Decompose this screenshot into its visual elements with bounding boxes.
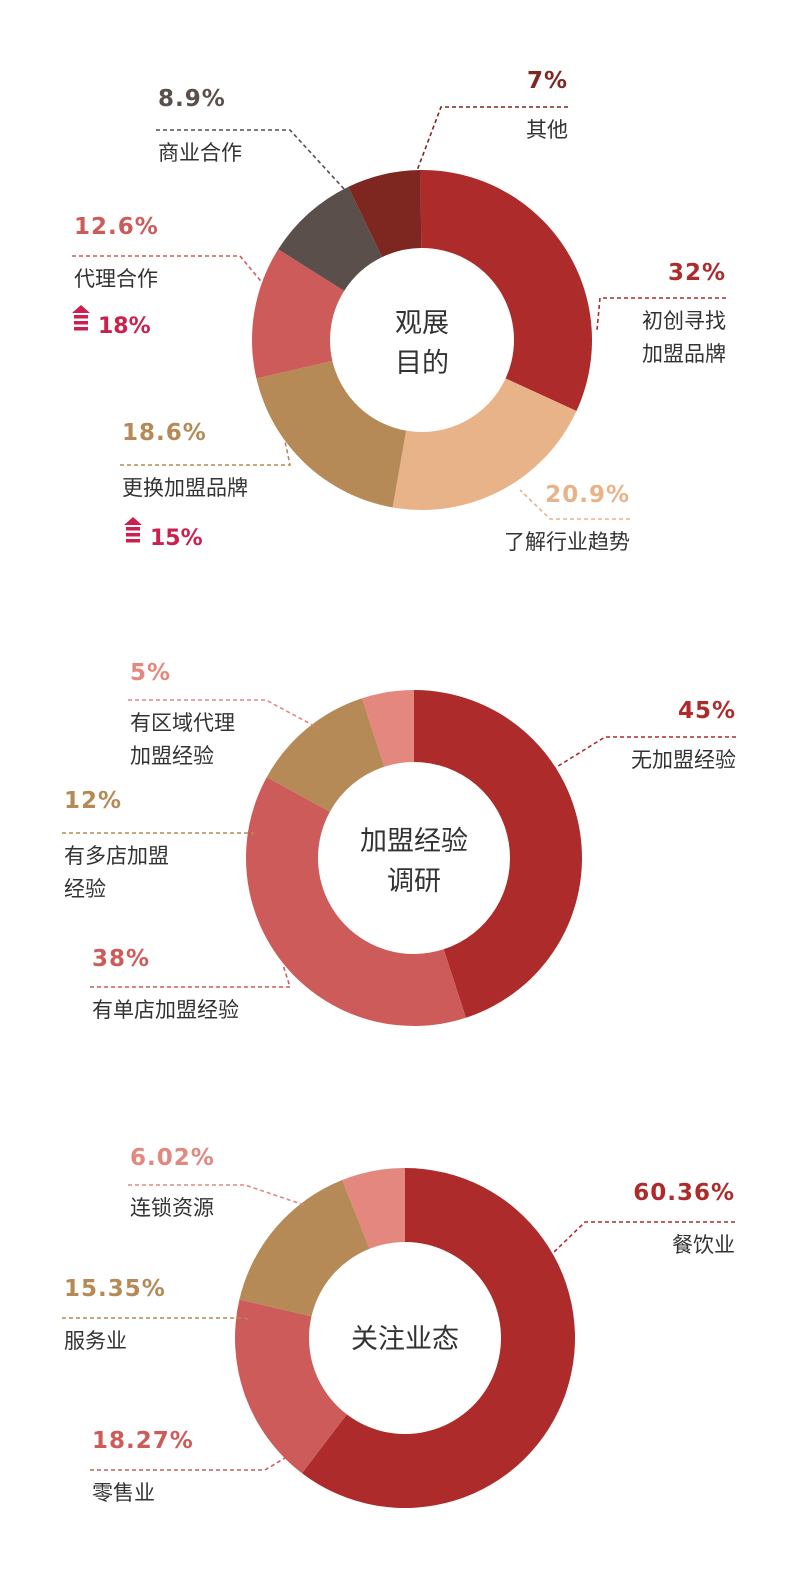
leader-line-3-1 (552, 1221, 735, 1254)
chart-center-title: 加盟经验 (360, 826, 468, 857)
percent-label: 38% (92, 946, 150, 972)
percent-label: 12% (64, 788, 122, 814)
leader-line-1-6 (414, 106, 568, 177)
percent-label: 32% (668, 260, 726, 286)
percent-label: 18.27% (92, 1428, 194, 1454)
leader-line-3-4 (128, 1184, 305, 1206)
leader-line-2-4 (128, 699, 319, 729)
donut-chart-2: 45%无加盟经验38%有单店加盟经验12%有多店加盟经验5%有区域代理加盟经验加… (62, 660, 736, 1026)
slice-1-3 (256, 360, 407, 508)
increase-value: 15% (150, 526, 203, 551)
arrow-up-icon (72, 305, 90, 313)
leader-line-2-3 (62, 832, 255, 836)
leader-line-2-2 (90, 964, 292, 988)
chart-center-title: 观展 (395, 308, 449, 339)
slice-1-6 (348, 170, 422, 258)
increase-value: 18% (98, 314, 151, 339)
category-label: 了解行业趋势 (504, 530, 630, 554)
percent-label: 20.9% (545, 482, 630, 508)
slice-1-4 (251, 249, 345, 379)
category-label: 服务业 (64, 1329, 127, 1353)
slice-2-1 (414, 690, 582, 1018)
category-label: 有区域代理 (130, 711, 235, 735)
chart-center-title: 调研 (387, 866, 441, 897)
percent-label: 18.6% (122, 420, 207, 446)
category-label: 初创寻找 (642, 309, 726, 333)
percent-label: 45% (678, 698, 736, 724)
category-label: 加盟品牌 (642, 342, 726, 366)
leader-line-1-3 (120, 431, 291, 466)
percent-label: 7% (527, 68, 568, 94)
category-label: 更换加盟品牌 (122, 476, 248, 500)
slice-2-3 (266, 698, 385, 812)
arrow-up-icon (124, 517, 142, 525)
chart-center-title: 关注业态 (351, 1324, 459, 1355)
percent-label: 60.36% (633, 1180, 735, 1206)
leader-line-1-4 (72, 255, 271, 293)
percent-label: 15.35% (64, 1276, 166, 1302)
percent-label: 12.6% (74, 214, 159, 240)
slice-1-5 (278, 186, 383, 291)
slice-3-3 (239, 1180, 370, 1317)
percent-label: 6.02% (130, 1145, 215, 1171)
slice-2-2 (245, 777, 466, 1026)
category-label: 有多店加盟 (64, 844, 169, 868)
leader-line-2-1 (554, 736, 736, 769)
slice-2-4 (362, 690, 414, 767)
category-label: 连锁资源 (130, 1196, 214, 1220)
leader-line-1-5 (156, 129, 346, 191)
category-label: 商业合作 (158, 141, 242, 165)
category-label: 代理合作 (74, 267, 158, 291)
leader-line-1-1 (596, 297, 726, 331)
slice-3-4 (342, 1168, 405, 1249)
slice-1-2 (392, 378, 577, 511)
category-label: 其他 (526, 118, 568, 142)
category-label: 加盟经验 (130, 744, 214, 768)
percent-label: 8.9% (158, 86, 226, 112)
category-label: 有单店加盟经验 (92, 998, 239, 1022)
increase-badge: 15% (124, 517, 203, 551)
leader-line-1-2 (519, 489, 630, 520)
chart-center-title: 目的 (395, 348, 449, 379)
leader-line-3-2 (90, 1448, 301, 1471)
slice-3-1 (301, 1168, 575, 1508)
increase-badge: 18% (72, 305, 151, 339)
category-label: 零售业 (92, 1481, 155, 1505)
category-label: 无加盟经验 (631, 748, 736, 772)
category-label: 经验 (64, 877, 106, 901)
category-label: 餐饮业 (672, 1233, 735, 1257)
percent-label: 5% (130, 660, 171, 686)
leader-line-3-3 (62, 1317, 250, 1321)
slice-1-1 (420, 170, 593, 412)
slice-3-2 (235, 1299, 347, 1474)
